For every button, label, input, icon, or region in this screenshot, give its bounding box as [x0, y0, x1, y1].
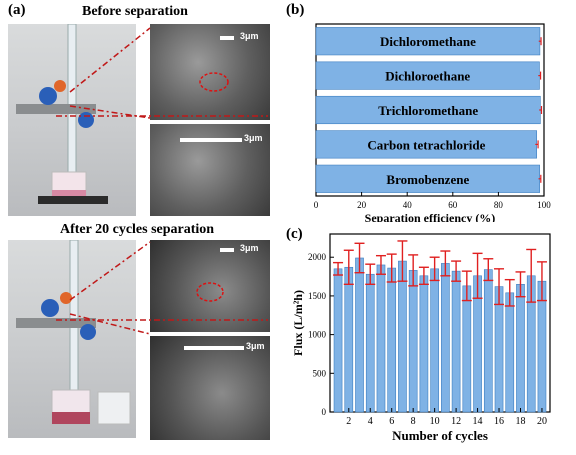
plot-frame — [329, 233, 551, 413]
bar — [419, 275, 429, 413]
bar — [315, 95, 541, 125]
sem-image-before-high: 3μm — [150, 124, 270, 216]
y-tick-label: 1500 — [308, 291, 327, 301]
category-label: Bromobenzene — [386, 172, 469, 187]
bar — [387, 267, 397, 413]
bar — [441, 263, 450, 413]
x-tick-label: 4 — [368, 416, 373, 427]
bar — [483, 269, 493, 413]
x-tick-label: 18 — [515, 416, 525, 427]
y-tick-label: 0 — [322, 407, 327, 417]
bar — [430, 268, 439, 413]
bar — [344, 266, 354, 413]
scale-label: 3μm — [240, 31, 259, 41]
bar — [398, 260, 407, 413]
x-tick-label: 20 — [537, 416, 547, 427]
y-tick-label: 2000 — [308, 252, 327, 262]
bar — [462, 285, 472, 413]
x-tick-label: 10 — [430, 416, 440, 427]
bar — [315, 61, 540, 90]
bar — [315, 27, 541, 56]
category-label: Dichloroethane — [385, 69, 470, 84]
category-label: Dichloromethane — [380, 34, 476, 49]
scale-bar — [220, 36, 234, 40]
x-tick-label: 80 — [494, 200, 504, 210]
scale-label: 3μm — [240, 243, 259, 253]
apparatus-photo-before — [8, 24, 136, 216]
x-tick-label: 14 — [473, 416, 483, 427]
y-axis-title: Flux (L/m²h) — [291, 290, 305, 356]
scale-bar — [180, 138, 242, 142]
bar — [408, 270, 418, 413]
x-tick-label: 0 — [314, 200, 319, 210]
bar — [451, 270, 461, 413]
bar — [494, 286, 504, 413]
sem-image-before-low: 3μm — [150, 24, 270, 120]
panel-a-label: (a) — [8, 2, 26, 18]
y-tick-label: 500 — [313, 368, 327, 378]
bar — [315, 164, 540, 193]
x-axis-title: Number of cycles — [392, 428, 488, 443]
x-tick-label: 16 — [494, 416, 504, 427]
x-tick-label: 8 — [411, 416, 416, 427]
x-axis-title: Separation efficiency (%) — [365, 211, 496, 222]
after-separation-title: After 20 cycles separation — [60, 222, 215, 237]
category-label: Carbon tetrachloride — [367, 137, 485, 152]
scale-bar — [184, 346, 244, 350]
x-tick-label: 40 — [403, 200, 413, 210]
apparatus-drawing-before — [16, 24, 108, 204]
x-tick-label: 100 — [537, 200, 551, 210]
x-tick-label: 20 — [357, 200, 367, 210]
bar — [333, 268, 343, 413]
sem-image-after-high: 3μm — [150, 336, 270, 440]
panel-c-label: (c) — [286, 226, 303, 242]
bar — [355, 257, 364, 413]
x-tick-label: 60 — [448, 200, 458, 210]
bar — [365, 273, 375, 413]
sem-image-after-low: 3μm — [150, 240, 270, 332]
scale-label: 3μm — [244, 133, 263, 143]
before-separation-title: Before separation — [82, 4, 188, 19]
apparatus-drawing-after — [16, 240, 131, 425]
bar — [505, 292, 515, 413]
flux-cycles-chart: 0 500 1000 1500 2000 2 4 6 8 10 12 14 16 18 20 Number o… — [291, 233, 551, 443]
scale-label: 3μm — [246, 341, 265, 351]
bar — [376, 264, 386, 413]
x-tick-label: 12 — [451, 416, 461, 427]
separation-efficiency-chart: Dichloromethane Dichloroethane Trichlorome… — [314, 23, 551, 222]
apparatus-photo-after — [8, 240, 136, 438]
y-tick-label: 1000 — [308, 330, 327, 340]
category-label: Trichloromethane — [378, 103, 478, 118]
x-tick-label: 2 — [346, 416, 351, 427]
bar — [516, 284, 525, 413]
x-tick-label: 6 — [389, 416, 394, 427]
scale-bar — [220, 248, 234, 252]
panel-b-label: (b) — [286, 2, 305, 18]
